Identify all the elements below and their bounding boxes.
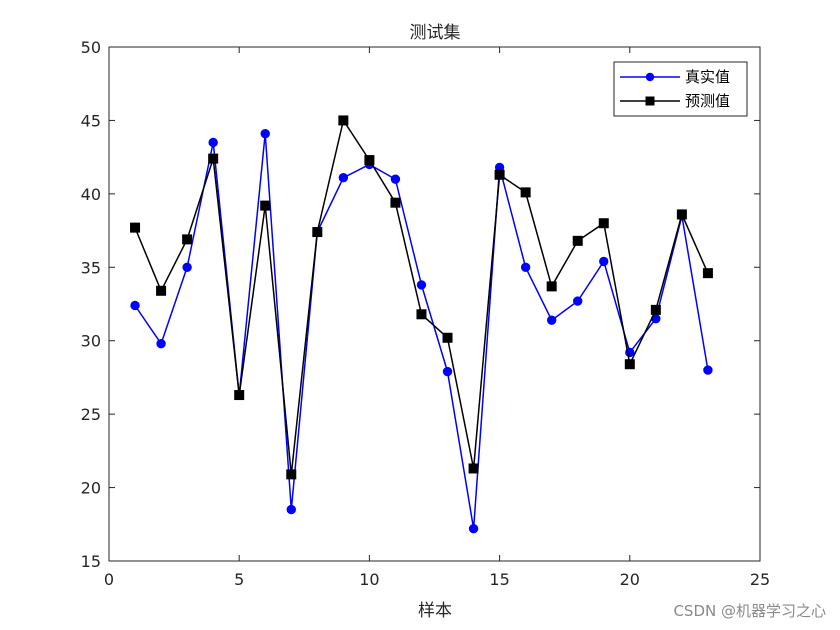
data-point — [156, 338, 166, 349]
y-tick-label: 45 — [81, 111, 101, 130]
data-point — [703, 365, 713, 375]
data-point — [494, 169, 505, 180]
data-point — [572, 235, 583, 246]
y-tick-label: 25 — [81, 405, 101, 424]
data-point — [156, 285, 167, 296]
data-point — [260, 200, 271, 211]
y-tick-label: 30 — [81, 332, 101, 351]
data-point — [390, 197, 401, 208]
y-tick-label: 50 — [81, 38, 101, 57]
legend-item: 真实值 — [620, 68, 730, 86]
y-tick-label: 20 — [81, 479, 101, 498]
x-tick-label: 15 — [489, 570, 509, 589]
data-point — [676, 209, 687, 220]
data-point — [598, 218, 609, 229]
data-point — [546, 281, 557, 292]
data-point — [573, 296, 583, 306]
legend-marker — [645, 72, 655, 82]
series-2 — [130, 115, 713, 480]
data-point — [312, 227, 323, 238]
data-point — [260, 128, 270, 139]
legend-box — [613, 61, 748, 117]
data-point — [442, 332, 453, 343]
x-tick-label: 25 — [750, 570, 770, 589]
chart-title: 测试集 — [410, 23, 461, 43]
data-point — [624, 359, 635, 370]
data-point — [130, 222, 141, 233]
legend-label: 真实值 — [685, 68, 730, 86]
data-point — [599, 256, 609, 267]
watermark-text: CSDN @机器学习之心 — [673, 602, 826, 620]
data-point — [416, 309, 427, 320]
x-tick-label: 20 — [620, 570, 640, 589]
data-point — [234, 390, 245, 401]
data-point — [182, 234, 193, 245]
x-tick-label: 10 — [359, 570, 379, 589]
series-1 — [130, 128, 713, 534]
series-layer — [130, 115, 713, 534]
x-tick-label: 5 — [234, 570, 244, 589]
data-point — [520, 262, 531, 272]
data-point — [442, 366, 453, 377]
data-point — [468, 463, 479, 474]
data-point — [650, 304, 661, 315]
legend-label: 预测值 — [685, 92, 730, 110]
data-point — [520, 187, 531, 198]
legend-marker — [645, 96, 655, 106]
y-tick-label: 35 — [81, 258, 101, 277]
y-tick-label: 15 — [81, 552, 101, 571]
data-point — [208, 137, 218, 148]
y-tick-label: 40 — [81, 185, 101, 204]
axis-ticks: 0 5 10 15 20 25 15 20 25 30 35 40 45 50 — [81, 38, 771, 589]
data-point — [286, 469, 297, 480]
data-point — [338, 173, 349, 183]
data-point — [468, 523, 479, 534]
data-point — [390, 174, 401, 184]
x-axis-label: 样本 — [418, 601, 452, 621]
data-point — [702, 268, 713, 279]
data-point — [546, 315, 557, 325]
data-point — [130, 300, 140, 311]
data-point — [208, 153, 219, 164]
data-point — [182, 262, 192, 272]
data-point — [338, 115, 349, 126]
data-point — [364, 155, 375, 166]
plot-area — [108, 46, 761, 562]
data-point — [286, 504, 296, 515]
data-point — [416, 280, 427, 290]
x-tick-label: 0 — [104, 570, 114, 589]
legend-item: 预测值 — [620, 92, 730, 110]
